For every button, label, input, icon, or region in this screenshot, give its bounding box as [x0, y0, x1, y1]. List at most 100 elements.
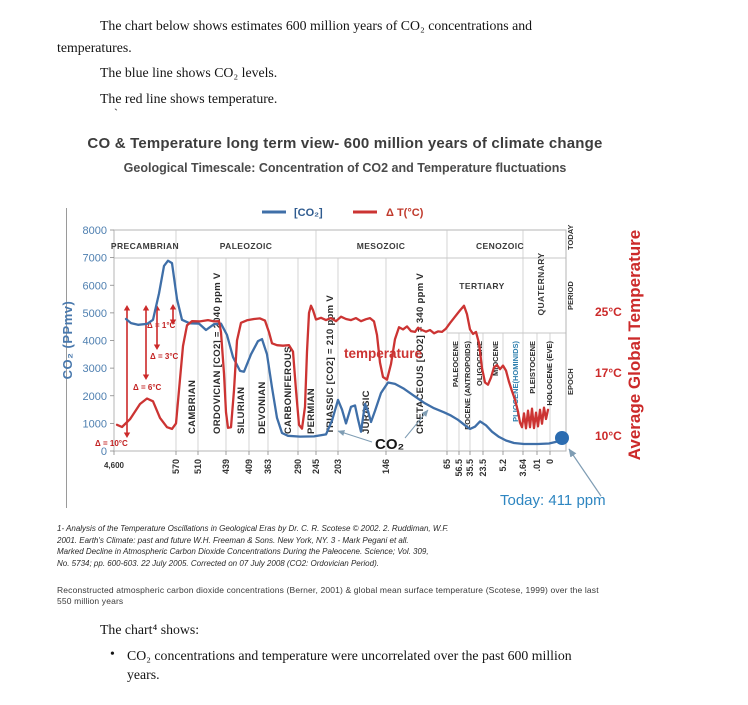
period-label: SILURIAN: [236, 387, 247, 434]
chart-shows-heading: The chart⁴ shows:: [100, 622, 200, 637]
x-axis-tick-label: 3.64: [518, 459, 528, 477]
delta-label: Δ = 3°C: [150, 352, 179, 361]
delta-label: Δ = 1°C: [147, 321, 176, 330]
y-axis-tick-label: 2000: [83, 391, 107, 403]
chart-gridlines: [113, 229, 567, 452]
right-axis-title: Average Global Temperature: [625, 230, 644, 461]
x-axis-ticks: 4,600 570 510 439 409 363 290 245 203 146 65 56.5 35…: [104, 451, 555, 477]
epoch-label: PLEISTOCENE: [528, 341, 537, 394]
period-label: ORDOVICIAN [CO2] = 2040 ppm V: [212, 272, 223, 434]
period-label: TRIASSIC [CO2] = 210 ppm V: [325, 295, 336, 434]
legend-temperature-label: Δ T(°C): [386, 207, 424, 219]
x-axis-tick-label: 23.5: [478, 459, 488, 477]
era-label: MESOZOIC: [357, 241, 406, 251]
x-axis-tick-label: 4,600: [104, 461, 125, 470]
figure-left-border-line: [66, 208, 67, 508]
tertiary-band-label: TERTIARY: [459, 281, 504, 291]
plot-border: [113, 229, 567, 452]
y-axis-tick-label: 8000: [83, 225, 107, 237]
delta-arrowhead-down: [153, 344, 161, 350]
epoch-label: HOLOCENE (EVE): [545, 341, 554, 406]
co2-annotation-arrow-left: [337, 430, 373, 443]
period-label: CAMBRIAN: [187, 380, 198, 434]
delta-arrows: Δ = 1°C Δ = 3°C Δ = 6°C Δ = 10°C: [95, 304, 179, 448]
today-column-label: TODAY: [566, 225, 575, 250]
delta-arrowhead-up: [123, 305, 131, 311]
epoch-label: EOCENE (ANTROPOIDS): [463, 341, 472, 430]
epoch-label: MIOCENE: [491, 341, 500, 376]
x-axis-tick-label: 35.5: [465, 459, 475, 477]
delta-arrowhead-down: [169, 319, 177, 325]
x-axis-tick-label: 5.2: [498, 459, 508, 472]
footnote-citation-line: No. 5734; pp. 600-603. 22 July 2005. Cor…: [57, 558, 379, 568]
footnote-citation-line: 1- Analysis of the Temperature Oscillati…: [57, 524, 449, 533]
series-curve-temperature: [115, 304, 550, 431]
period-label: CRETACEOUS [CO2] = 340 ppm V: [415, 273, 426, 434]
period-label: PERMIAN: [306, 388, 317, 434]
today-data-point-dot: [555, 431, 569, 445]
delta-arrowhead-down: [123, 432, 131, 438]
epoch-label: OLIGOCENE: [475, 341, 484, 386]
right-axis-tick-label: 17°C: [595, 366, 622, 380]
x-axis-tick-label: 56.5: [454, 459, 464, 477]
today-411ppm-annotation: Today: 411 ppm: [500, 492, 606, 509]
x-axis-tick-label: 0: [545, 459, 555, 464]
x-axis-tick-label: 146: [381, 459, 391, 474]
blue-line-note: The blue line shows CO₂ levels.: [100, 65, 278, 80]
era-label: CENOZOIC: [476, 241, 524, 251]
delta-label: Δ = 6°C: [133, 383, 162, 392]
y-axis-tick-label: 4000: [83, 336, 107, 348]
period-labels: CAMBRIAN ORDOVICIAN [CO2] = 2040 ppm V SIL…: [187, 272, 426, 434]
stray-backtick-mark: `: [114, 106, 118, 120]
x-axis-tick-label: 510: [193, 459, 203, 474]
y-axis-tick-label: 5000: [83, 308, 107, 320]
chart-legend: [CO₂] Δ T(°C): [262, 207, 424, 219]
chart-subtitle: Geological Timescale: Concentration of C…: [124, 161, 567, 175]
epoch-label: PALEOCENE: [451, 341, 460, 387]
epoch-label: PLIOCENE(HOMINIDS): [511, 341, 520, 422]
period-label: CARBONIFEROUS: [283, 346, 294, 434]
x-axis-tick-label: 363: [263, 459, 273, 474]
footnote-citation-block: 1- Analysis of the Temperature Oscillati…: [57, 523, 448, 569]
y-axis-tick-label: 0: [101, 446, 107, 458]
bullet-item-line1: CO₂ concentrations and temperature were …: [127, 648, 572, 663]
co2-annotation: CO₂: [375, 436, 404, 453]
co2-annotation-arrow-right: [404, 409, 429, 439]
today-annotation-arrow: [568, 448, 602, 497]
y-axis-tick-label: 1000: [83, 418, 107, 430]
delta-label: Δ = 10°C: [95, 439, 128, 448]
quaternary-band-label: QUATERNARY: [536, 252, 546, 315]
bullet-glyph: •: [110, 646, 115, 661]
footnote-reconstructed-block: Reconstructed atmospheric carbon dioxide…: [57, 585, 599, 606]
delta-arrowhead-up: [142, 305, 150, 311]
period-label: JURASIC: [361, 390, 372, 434]
bullet-item-line2: years.: [127, 667, 160, 682]
y-axis-ticks: 8000 7000 6000 5000 4000 3000 2000 1000 0: [83, 225, 114, 458]
x-axis-tick-label: 290: [293, 459, 303, 474]
footnote-reconstructed-line: 550 million years: [57, 595, 124, 606]
right-axis-ticks: 25°C 17°C 10°C: [595, 305, 622, 443]
y-axis-title: CO₂ (PPmv): [60, 301, 75, 380]
period-column-label: PERIOD: [566, 281, 575, 310]
footnote-citation-line: Marked Decline in Atmospheric Carbon Dio…: [57, 547, 429, 557]
period-label: DEVONIAN: [257, 381, 268, 434]
temperature-annotation: temperature: [344, 346, 423, 361]
legend-co2-label: [CO₂]: [294, 207, 323, 219]
x-axis-tick-label: 245: [311, 459, 321, 474]
x-axis-tick-label: 409: [244, 459, 254, 474]
footnote-citation-line: 2001. Earth's Climate: past and future W…: [57, 535, 409, 545]
red-line-note: The red line shows temperature.: [100, 91, 278, 106]
x-axis-tick-label: 203: [333, 459, 343, 474]
x-axis-tick-label: 65: [442, 459, 452, 469]
intro-paragraph-line1: The chart below shows estimates 600 mill…: [100, 18, 533, 33]
epoch-labels: PALEOCENE EOCENE (ANTROPOIDS) OLIGOCENE MIO…: [451, 341, 554, 430]
delta-arrowhead-up: [169, 304, 177, 310]
right-axis-tick-label: 25°C: [595, 305, 622, 319]
delta-arrowhead-down: [142, 374, 150, 380]
footnote-reconstructed-line: Reconstructed atmospheric carbon dioxide…: [57, 585, 599, 595]
chart-title: CO & Temperature long term view- 600 mil…: [87, 135, 602, 152]
y-axis-tick-label: 3000: [83, 363, 107, 375]
era-labels: PRECAMBRIAN PALEOZOIC MESOZOIC CENOZOIC: [111, 241, 524, 251]
